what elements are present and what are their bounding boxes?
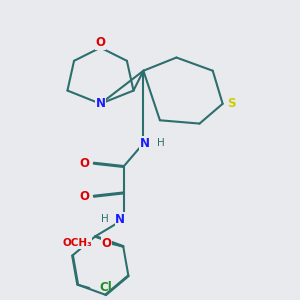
Text: H: H xyxy=(157,138,165,148)
Text: N: N xyxy=(140,137,150,150)
Text: Cl: Cl xyxy=(99,281,112,295)
Text: N: N xyxy=(95,97,106,110)
Text: O: O xyxy=(79,157,89,170)
Text: methoxy: methoxy xyxy=(84,243,90,244)
Text: S: S xyxy=(227,97,235,110)
Text: N: N xyxy=(115,213,125,226)
Text: O: O xyxy=(95,36,106,49)
Text: OCH₃: OCH₃ xyxy=(62,238,92,248)
Text: H: H xyxy=(101,214,109,224)
Text: O: O xyxy=(102,237,112,250)
Text: O: O xyxy=(79,190,89,203)
